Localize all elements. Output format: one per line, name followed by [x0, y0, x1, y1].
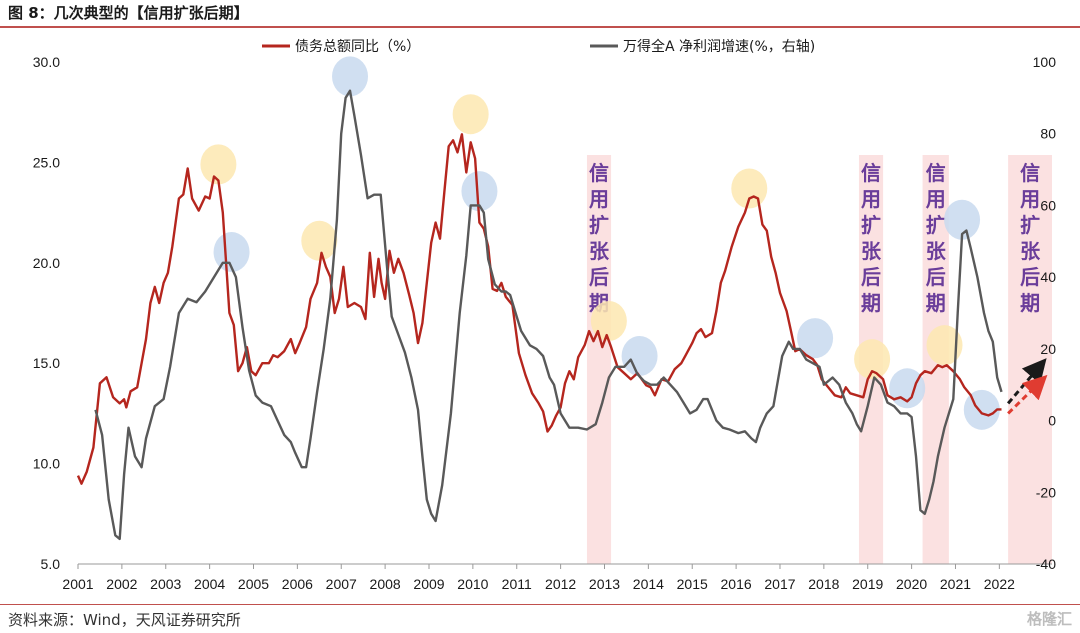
trend-arrow-1 [1007, 374, 1048, 415]
figure-title: 图 8：几次典型的【信用扩张后期】 [8, 4, 249, 22]
period-label-char: 后 [1020, 265, 1040, 289]
period-label-char: 后 [861, 265, 881, 289]
x-tick-label: 2006 [282, 576, 313, 592]
x-tick-label: 2007 [326, 576, 357, 592]
x-tick-label: 2009 [413, 576, 444, 592]
x-tick-label: 2005 [238, 576, 269, 592]
trough-marker-5 [461, 171, 498, 212]
shaded-period-0 [586, 155, 612, 564]
period-label-char: 扩 [861, 213, 881, 237]
period-label-char: 张 [1020, 239, 1041, 263]
watermark: 格隆汇 [1026, 610, 1072, 628]
y-left-tick-label: 20.0 [33, 255, 60, 271]
peak-marker-4 [452, 94, 489, 135]
bottom-rule [0, 604, 1080, 605]
legend-label-0: 债务总额同比（%） [295, 39, 420, 55]
period-label-char: 张 [926, 239, 947, 263]
y-left-tick-label: 30.0 [33, 54, 60, 70]
trough-marker-3 [332, 56, 369, 97]
trough-marker-9 [797, 318, 834, 359]
source-note: 资料来源：Wind，天风证券研究所 [8, 611, 241, 629]
period-label-char: 用 [589, 187, 609, 211]
y-left-tick-label: 15.0 [33, 355, 60, 371]
period-label-char: 扩 [1020, 213, 1040, 237]
y-left-tick-label: 5.0 [41, 556, 61, 572]
period-label-char: 信 [1020, 161, 1040, 185]
y-right-tick-label: -20 [1036, 484, 1056, 500]
trough-marker-14 [963, 389, 1000, 430]
x-tick-label: 2020 [896, 576, 927, 592]
period-label-char: 扩 [926, 213, 946, 237]
x-tick-label: 2013 [589, 576, 620, 592]
x-tick-label: 2010 [457, 576, 488, 592]
period-label-char: 用 [1020, 187, 1040, 211]
period-label-char: 期 [1020, 291, 1040, 315]
legend-label-1: 万得全A 净利润增速(%，右轴) [623, 38, 815, 55]
trough-marker-13 [944, 199, 981, 240]
x-tick-label: 2001 [62, 576, 93, 592]
x-tick-label: 2022 [984, 576, 1015, 592]
x-tick-label: 2012 [545, 576, 576, 592]
peak-marker-6 [590, 301, 627, 342]
period-label-char: 用 [861, 187, 881, 211]
top-rule [0, 26, 1080, 28]
x-tick-label: 2011 [502, 576, 532, 592]
y-right-tick-label: 0 [1048, 413, 1056, 429]
peak-marker-2 [301, 220, 338, 261]
x-tick-label: 2021 [940, 576, 971, 592]
period-label-char: 信 [861, 161, 881, 185]
legend: 债务总额同比（%） 万得全A 净利润增速(%，右轴) [262, 38, 815, 55]
y-right-tick-label: -40 [1036, 556, 1056, 572]
peak-marker-0 [200, 144, 237, 185]
y-right-tick-label: 60 [1040, 197, 1056, 213]
series-lines [76, 89, 1003, 541]
period-label-char: 用 [926, 187, 946, 211]
x-tick-label: 2019 [852, 576, 883, 592]
period-label-char: 张 [861, 239, 882, 263]
peak-marker-10 [854, 339, 891, 380]
period-label-char: 期 [861, 291, 881, 315]
period-label-char: 信 [589, 161, 609, 185]
x-tick-label: 2017 [764, 576, 795, 592]
period-label-char: 期 [926, 291, 946, 315]
period-label-char: 信 [926, 161, 946, 185]
x-tick-label: 2003 [150, 576, 181, 592]
y-right-tick-label: 40 [1040, 269, 1056, 285]
y-right-tick-label: 100 [1033, 54, 1057, 70]
y-right-tick-label: 20 [1040, 341, 1056, 357]
trough-marker-7 [621, 336, 658, 377]
period-label-char: 后 [589, 265, 609, 289]
y-left-tick-label: 10.0 [33, 456, 60, 472]
y-right-tick-label: 80 [1040, 126, 1056, 142]
period-label-char: 后 [926, 265, 946, 289]
series-line-0 [76, 133, 1002, 485]
x-tick-label: 2015 [677, 576, 708, 592]
x-tick-label: 2002 [106, 576, 137, 592]
x-tick-label: 2018 [808, 576, 839, 592]
series-line-1 [94, 89, 1003, 541]
period-label-char: 扩 [589, 213, 609, 237]
x-tick-label: 2008 [370, 576, 401, 592]
axes: 2001 2002 2003 2004 2005 2006 2007 2008 2009 2010… [33, 54, 1056, 592]
peak-marker-12 [926, 325, 963, 366]
x-tick-label: 2014 [633, 576, 664, 592]
x-tick-label: 2016 [721, 576, 752, 592]
y-left-tick-label: 25.0 [33, 154, 60, 170]
period-label-char: 张 [589, 239, 610, 263]
arrows [1006, 358, 1048, 415]
x-tick-label: 2004 [194, 576, 225, 592]
